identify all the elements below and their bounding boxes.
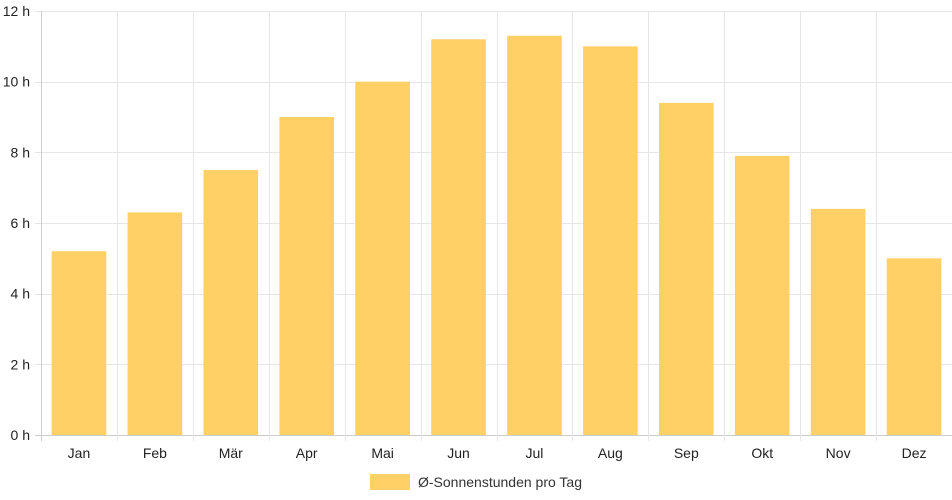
bar-jul[interactable]: [507, 35, 562, 435]
bars: [51, 35, 942, 436]
bar-sep[interactable]: [658, 102, 714, 435]
bar-jun[interactable]: [431, 39, 486, 436]
y-tick-label: 8 h: [11, 144, 30, 160]
y-tick-label: 0 h: [11, 427, 30, 443]
y-tick-label: 10 h: [3, 74, 30, 90]
x-tick-label: Apr: [296, 445, 318, 461]
y-tick-label: 6 h: [11, 215, 30, 231]
y-axis: 0 h 2 h 4 h 6 h 8 h 10 h 12 h: [3, 3, 30, 443]
y-tick-label: 2 h: [11, 356, 30, 372]
x-axis: Jan Feb Mär Apr Mai Jun Jul Aug Sep Okt Nov Dez: [68, 445, 927, 461]
bar-okt[interactable]: [734, 155, 790, 435]
legend-label: Ø-Sonnenstunden pro Tag: [418, 474, 582, 490]
x-tick-label: Jul: [526, 445, 544, 461]
bar-mai[interactable]: [355, 81, 410, 436]
x-tick-label: Sep: [674, 445, 699, 461]
x-tick-label: Mai: [371, 445, 394, 461]
y-tick-label: 12 h: [3, 3, 30, 19]
x-tick-label: Dez: [902, 445, 927, 461]
x-tick-label: Aug: [598, 445, 623, 461]
x-tick-label: Feb: [143, 445, 167, 461]
legend[interactable]: Ø-Sonnenstunden pro Tag: [370, 474, 582, 490]
x-tick-label: Okt: [751, 445, 773, 461]
x-tick-label: Jan: [68, 445, 91, 461]
grid: [35, 11, 952, 441]
bar-dez[interactable]: [886, 258, 942, 435]
bar-jan[interactable]: [51, 251, 107, 435]
x-tick-label: Mär: [219, 445, 243, 461]
x-tick-label: Jun: [447, 445, 470, 461]
bar-nov[interactable]: [810, 208, 866, 435]
legend-swatch: [370, 474, 410, 490]
bar-feb[interactable]: [127, 212, 183, 435]
bar-apr[interactable]: [279, 117, 335, 435]
bar-aug[interactable]: [583, 46, 638, 435]
x-tick-label: Nov: [826, 445, 851, 461]
y-tick-label: 4 h: [11, 286, 30, 302]
bar-mär[interactable]: [203, 170, 259, 435]
